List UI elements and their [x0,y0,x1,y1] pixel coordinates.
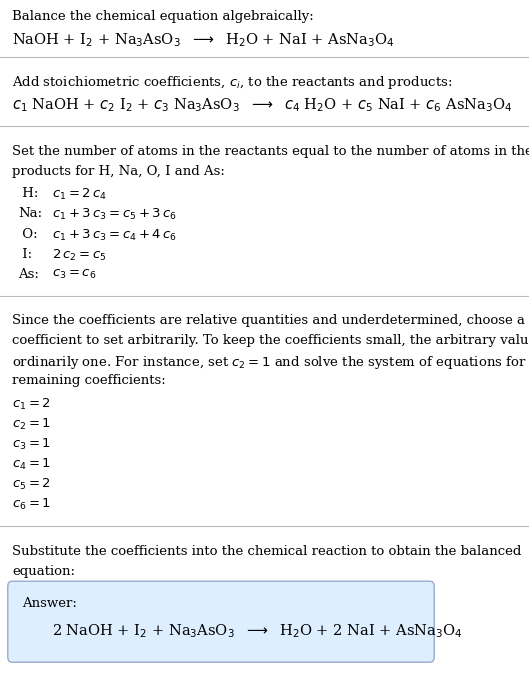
Text: Substitute the coefficients into the chemical reaction to obtain the balanced: Substitute the coefficients into the che… [12,545,522,558]
Text: H:: H: [18,187,39,200]
Text: Answer:: Answer: [22,597,77,610]
Text: Na:: Na: [18,207,42,220]
Text: $c_1$ NaOH + $c_2$ I$_2$ + $c_3$ Na$_3$AsO$_3$  $\longrightarrow$  $c_4$ H$_2$O : $c_1$ NaOH + $c_2$ I$_2$ + $c_3$ Na$_3$A… [12,96,512,114]
FancyBboxPatch shape [8,581,434,662]
Text: equation:: equation: [12,565,75,578]
Text: O:: O: [18,227,38,240]
Text: $c_3 = 1$: $c_3 = 1$ [12,437,51,452]
Text: $c_6 = 1$: $c_6 = 1$ [12,497,51,513]
Text: $c_3 = c_6$: $c_3 = c_6$ [52,269,96,282]
Text: NaOH + I$_2$ + Na$_3$AsO$_3$  $\longrightarrow$  H$_2$O + NaI + AsNa$_3$O$_4$: NaOH + I$_2$ + Na$_3$AsO$_3$ $\longright… [12,31,394,49]
Text: Since the coefficients are relative quantities and underdetermined, choose a: Since the coefficients are relative quan… [12,314,525,327]
Text: $c_2 = 1$: $c_2 = 1$ [12,417,51,432]
Text: $2\,c_2 = c_5$: $2\,c_2 = c_5$ [52,248,107,263]
Text: I:: I: [18,248,32,261]
Text: $c_4 = 1$: $c_4 = 1$ [12,457,51,472]
Text: Set the number of atoms in the reactants equal to the number of atoms in the: Set the number of atoms in the reactants… [12,145,529,158]
Text: products for H, Na, O, I and As:: products for H, Na, O, I and As: [12,165,225,178]
Text: ordinarily one. For instance, set $c_2 = 1$ and solve the system of equations fo: ordinarily one. For instance, set $c_2 =… [12,354,529,371]
Text: Add stoichiometric coefficients, $c_i$, to the reactants and products:: Add stoichiometric coefficients, $c_i$, … [12,74,452,91]
Text: $c_1 + 3\,c_3 = c_4 + 4\,c_6$: $c_1 + 3\,c_3 = c_4 + 4\,c_6$ [52,227,177,243]
Text: $c_1 = 2$: $c_1 = 2$ [12,397,51,412]
Text: Balance the chemical equation algebraically:: Balance the chemical equation algebraica… [12,10,314,23]
Text: $c_1 = 2\,c_4$: $c_1 = 2\,c_4$ [52,187,107,202]
Text: remaining coefficients:: remaining coefficients: [12,374,166,387]
Text: $c_5 = 2$: $c_5 = 2$ [12,477,51,493]
Text: $c_1 + 3\,c_3 = c_5 + 3\,c_6$: $c_1 + 3\,c_3 = c_5 + 3\,c_6$ [52,207,177,222]
Text: 2 NaOH + I$_2$ + Na$_3$AsO$_3$  $\longrightarrow$  H$_2$O + 2 NaI + AsNa$_3$O$_4: 2 NaOH + I$_2$ + Na$_3$AsO$_3$ $\longrig… [52,622,462,640]
Text: coefficient to set arbitrarily. To keep the coefficients small, the arbitrary va: coefficient to set arbitrarily. To keep … [12,335,529,347]
Text: As:: As: [18,269,39,281]
